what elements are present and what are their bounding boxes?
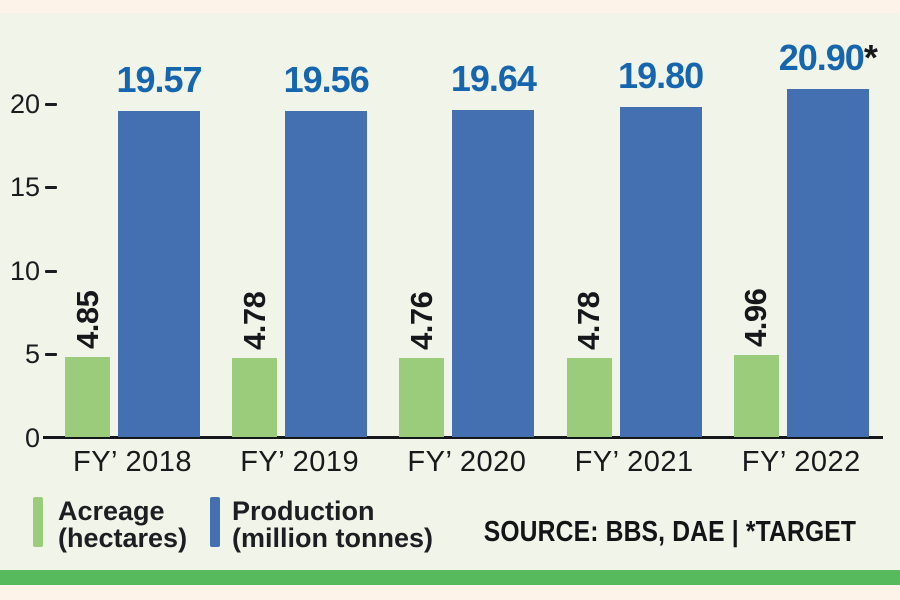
legend-label-acreage-line2: (hectares) [58, 523, 188, 553]
x-axis-baseline [43, 436, 883, 439]
y-axis-tick-label-0: 0 [24, 423, 40, 453]
footer-green-strip [0, 570, 900, 585]
bar-acreage-fy-2019 [232, 358, 278, 437]
value-label-production-fy-2018: 19.57 [49, 59, 269, 101]
value-label-acreage-fy-2021: 4.78 [571, 291, 607, 351]
bar-acreage-fy-2018 [65, 356, 110, 437]
value-label-production-fy-2020: 19.64 [383, 58, 603, 100]
legend-label-production-line1: Production [232, 496, 375, 526]
value-label-production-fy-2021: 19.80 [551, 55, 771, 97]
bar-production-fy-2020 [452, 109, 535, 437]
value-number: 19.64 [450, 57, 537, 99]
bar-production-fy-2021 [619, 107, 702, 437]
x-axis-label-fy-2018: FY’ 2018 [73, 446, 192, 478]
legend-label-acreage-line1: Acreage [58, 496, 165, 526]
bar-acreage-fy-2020 [399, 358, 445, 437]
value-label-production-fy-2022: 20.90* [718, 37, 900, 79]
value-label-acreage-fy-2019: 4.78 [236, 291, 272, 351]
y-axis-tick-label-5: 5 [24, 339, 40, 370]
bar-acreage-fy-2021 [566, 358, 612, 437]
source-note: SOURCE: BBS, DAE | *TARGET [483, 516, 856, 548]
bar-production-fy-2022 [786, 88, 869, 437]
x-axis-label-fy-2022: FY’ 2022 [741, 446, 861, 478]
y-axis-tick-mark-15 [45, 186, 57, 190]
value-number: 19.80 [618, 55, 704, 97]
target-asterisk: * [863, 36, 878, 78]
legend-swatch-production [210, 497, 220, 547]
value-number: 19.56 [283, 59, 370, 101]
y-axis-tick-mark-10 [45, 269, 57, 273]
bar-acreage-fy-2022 [733, 355, 779, 437]
y-axis-tick-label-15: 15 [9, 172, 40, 203]
value-number: 20.90 [778, 36, 865, 78]
y-axis-tick-label-10: 10 [9, 255, 40, 286]
y-axis-tick-mark-5 [45, 353, 57, 357]
legend-label-production-line2: (million tonnes) [232, 523, 433, 553]
bar-production-fy-2018 [118, 110, 200, 437]
value-label-production-fy-2019: 19.56 [216, 59, 436, 101]
value-number: 19.57 [116, 58, 202, 100]
value-label-acreage-fy-2020: 4.76 [403, 292, 439, 351]
value-label-acreage-fy-2022: 4.96 [738, 288, 774, 348]
value-label-acreage-fy-2018: 4.85 [69, 290, 105, 349]
legend-label-production: Production (million tonnes) [232, 498, 433, 552]
x-axis-label-fy-2019: FY’ 2019 [240, 446, 360, 478]
y-axis-tick-mark-20 [45, 102, 57, 106]
legend-swatch-acreage [33, 497, 43, 547]
legend-label-acreage: Acreage (hectares) [58, 498, 187, 552]
bar-production-fy-2019 [285, 111, 368, 437]
x-axis-label-fy-2021: FY’ 2021 [574, 446, 694, 478]
y-axis-tick-label-20: 20 [9, 88, 40, 119]
x-axis-label-fy-2020: FY’ 2020 [407, 446, 527, 478]
